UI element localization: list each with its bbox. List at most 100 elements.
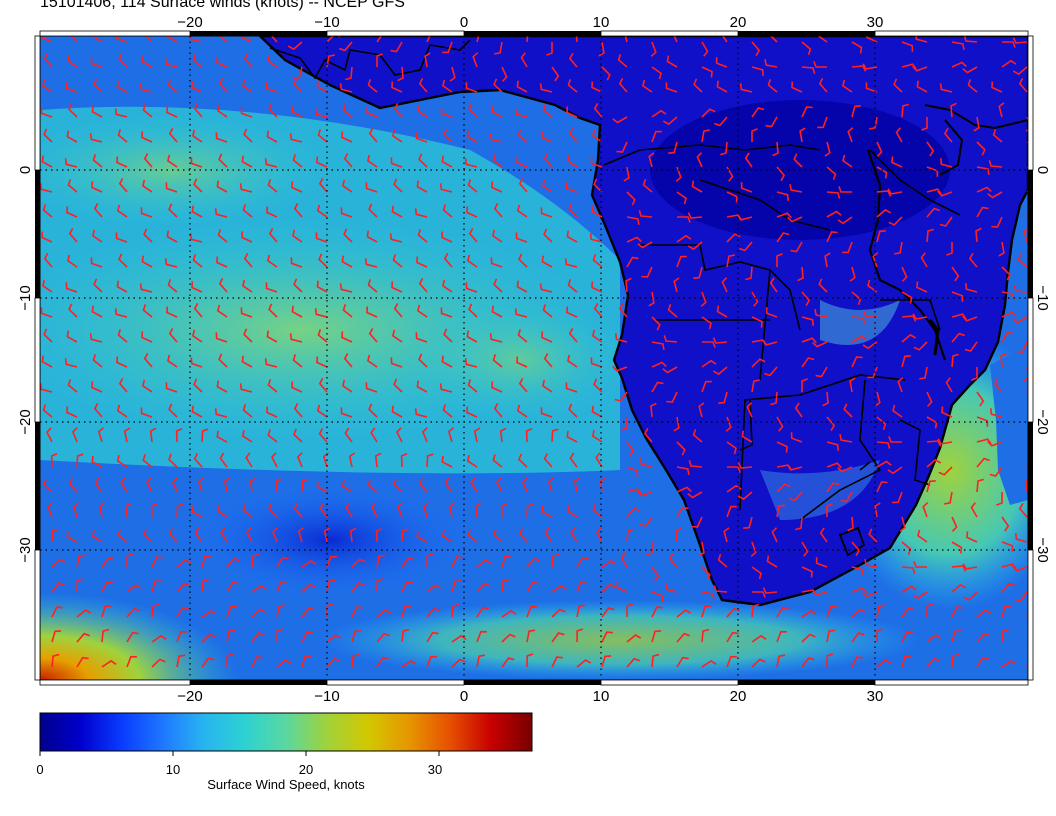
wind-barb [765,307,778,318]
wind-barb [191,281,203,293]
wind-barb [68,478,78,493]
wind-barb [648,152,655,168]
wind-barb [166,306,178,318]
wind-barb [89,133,103,143]
wind-barb [867,279,878,293]
wind-barb [271,527,278,543]
wind-barb [637,241,653,249]
wind-barb [151,580,162,593]
lon-label-top-10: 10 [593,14,610,31]
wind-barb [366,306,378,318]
wind-barb [776,441,788,453]
wind-barb [868,528,878,543]
wind-barb [702,341,716,348]
wind-barb [542,104,553,118]
wind-barb [851,356,863,368]
wind-barb [815,366,828,378]
wind-barb [215,332,228,343]
wind-barb [92,354,103,368]
wind-barb [401,528,409,543]
wind-barb [715,57,728,68]
wind-barb [318,428,328,443]
wind-barb [489,333,503,343]
wind-barb [371,502,378,518]
wind-barb [501,66,508,82]
wind-barb [851,335,867,343]
wind-barb [418,353,428,368]
wind-barb [568,52,578,68]
wind-barb [946,242,953,256]
wind-barb [368,203,378,218]
wind-barb [242,404,253,418]
wind-barb [544,527,553,543]
wind-barb [801,66,816,74]
wind-barb [317,129,328,143]
wind-barb [762,587,778,594]
wind-barb [93,78,103,93]
wind-barb [376,656,389,668]
wind-barb [921,117,928,131]
wind-barb [393,178,403,193]
wind-barb [164,58,178,68]
wind-barb [94,477,103,493]
wind-barb [593,378,603,393]
wind-barb [365,182,378,193]
wind-barb [441,455,453,468]
wind-barb [165,382,178,393]
wind-barb [426,453,434,468]
wind-barb [651,66,662,80]
wind-barb [876,166,888,179]
wind-barb [826,210,842,218]
wind-barb [801,316,814,326]
wind-barb [568,203,578,218]
wind-barb [640,458,653,468]
wind-barb [842,241,853,254]
wind-barb [1012,66,1028,76]
wind-barb [291,381,303,393]
wind-barb [492,454,503,468]
wind-barb [314,308,328,318]
wind-barb [643,427,653,443]
wind-barb [251,656,263,668]
wind-barb [901,355,911,368]
wind-barb [988,160,1003,168]
wind-barb [701,66,713,78]
wind-barb [526,629,536,643]
wind-barb [326,555,337,568]
wind-barb [714,116,728,127]
wind-barb [539,83,553,93]
wind-barb [962,563,978,570]
wind-barb [943,127,953,143]
wind-barb [973,116,980,132]
wind-barb [541,131,553,143]
wind-barb [787,216,803,223]
wind-barb [551,656,563,668]
wind-barb [391,205,403,218]
wind-barb [341,255,353,268]
wind-barb [626,603,634,618]
wind-barb [926,228,934,243]
wind-barb [789,184,803,193]
wind-barb [1018,502,1028,518]
wind-barb [701,108,716,118]
wind-barb [246,527,253,543]
wind-barb [151,658,166,668]
wind-barb [776,504,785,518]
wind-barb [543,353,553,368]
wind-barb [668,552,678,568]
wind-barb [76,656,89,668]
wind-barb [91,381,103,393]
wind-barb [443,253,453,268]
wind-barb [676,234,692,243]
wind-barb [70,36,78,43]
wind-barb [795,516,803,531]
wind-barb [93,403,103,418]
wind-barb [543,228,553,243]
wind-barb [525,427,533,443]
wind-barb [744,152,753,168]
wind-barb [175,427,183,443]
wind-barb [141,179,153,193]
wind-barb [751,603,760,618]
wind-barb [426,655,437,668]
wind-barb [441,155,453,168]
